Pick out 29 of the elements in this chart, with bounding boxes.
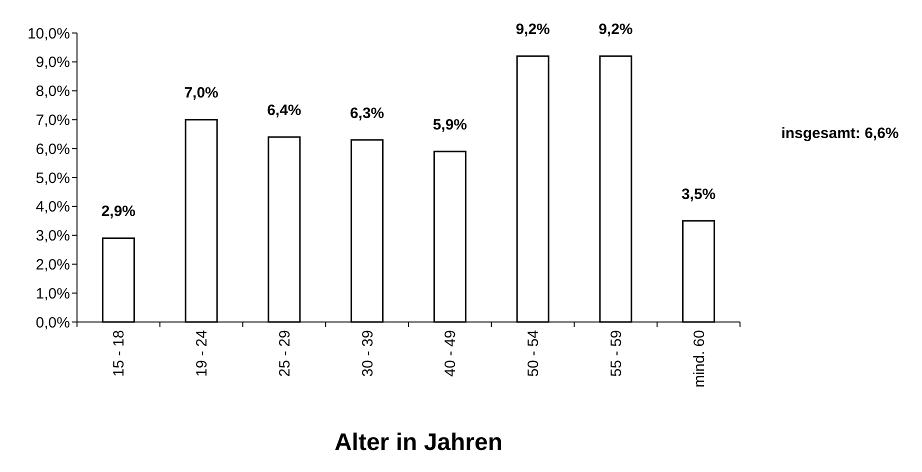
y-tick-label: 0,0%	[36, 314, 70, 332]
data-label: 7,0%	[184, 84, 218, 102]
y-tick-label: 10,0%	[27, 25, 70, 42]
data-label: 9,2%	[516, 21, 550, 38]
x-axis-title: Alter in Jahren	[334, 429, 503, 456]
y-tick-label: 7,0%	[36, 112, 70, 129]
y-tick-label: 2,0%	[36, 256, 70, 274]
data-label: 2,9%	[101, 203, 136, 220]
y-tick-label: 3,0%	[36, 228, 70, 245]
x-tick-label: 15 - 18	[110, 330, 128, 377]
data-label: 6,3%	[350, 104, 384, 122]
x-tick-label: 30 - 39	[359, 330, 376, 377]
data-label: 6,4%	[267, 102, 302, 120]
data-label: 5,9%	[432, 116, 468, 134]
data-label: 9,2%	[598, 21, 633, 38]
y-tick-label: 6,0%	[36, 140, 70, 158]
y-tick-label: 5,0%	[36, 170, 70, 187]
x-tick-label: 50 - 54	[525, 330, 542, 377]
y-tick-label: 4,0%	[36, 198, 70, 216]
x-tick-label: 55 - 59	[608, 330, 625, 377]
x-tick-label: mind. 60	[690, 330, 708, 388]
y-tick-label: 8,0%	[36, 83, 70, 100]
x-tick-label: 40 - 49	[442, 330, 460, 377]
y-tick-label: 9,0%	[36, 54, 70, 72]
x-tick-label: 25 - 29	[276, 330, 294, 377]
data-label: 3,5%	[681, 186, 716, 203]
y-tick-label: 1,0%	[36, 285, 70, 302]
text: insgesamt: 6,6%	[781, 125, 899, 142]
x-tick-label: 19 - 24	[194, 330, 211, 377]
